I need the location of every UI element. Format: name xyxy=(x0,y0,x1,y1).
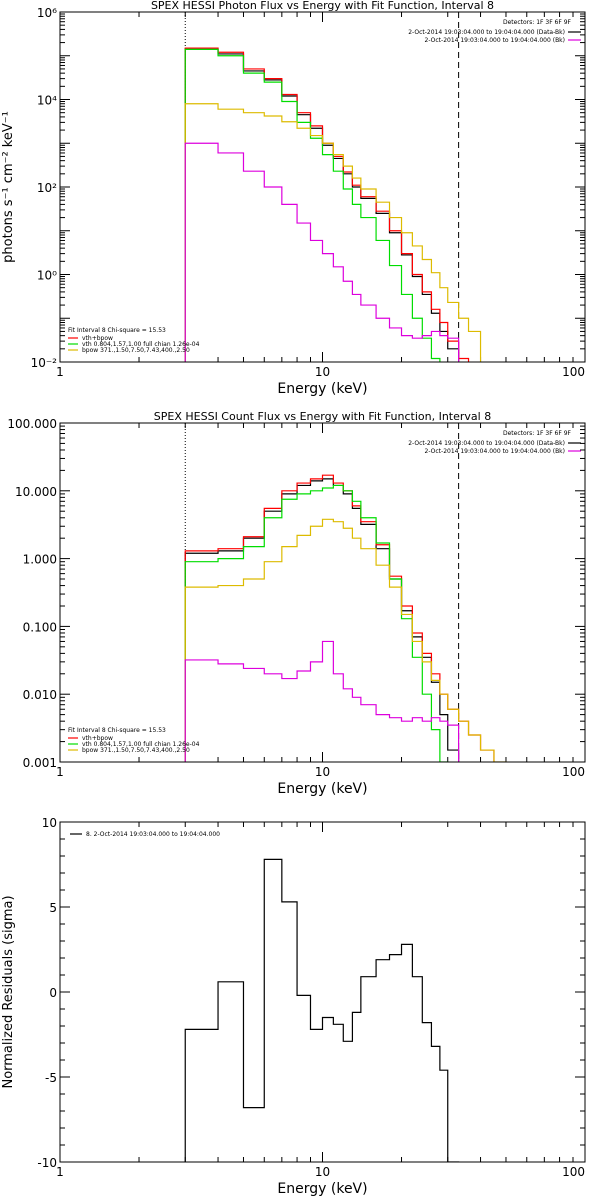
plot-frame xyxy=(59,11,586,363)
legend-entry: 2-Oct-2014 19:03:04.000 to 19:04:04.000 … xyxy=(425,37,566,44)
y-tick-label: 10⁰ xyxy=(37,269,57,283)
legend-entry: vth 0.804,1.57,1.00 full chian 1.26e-04 xyxy=(82,341,200,348)
series-line-bk xyxy=(184,640,460,762)
legend-header: Fit Interval 8 Chi-square = 15.53 xyxy=(68,327,166,334)
y-tick-label: 10.000 xyxy=(15,485,57,499)
legend-entry: bpow 371.,1.50,7.50,7.43,400.,2.50 xyxy=(82,347,190,354)
x-axis-label: Energy (keV) xyxy=(277,381,367,397)
x-tick-label: 100 xyxy=(562,365,585,379)
y-tick-label: 10⁴ xyxy=(37,94,57,108)
x-axis-label: Energy (keV) xyxy=(277,1181,367,1197)
series-group xyxy=(184,858,460,1162)
x-tick-label: 10 xyxy=(315,1165,330,1179)
y-tick-label: 100.000 xyxy=(7,417,57,431)
legend-top: 8. 2-Oct-2014 19:03:04.000 to 19:04:04.0… xyxy=(70,831,220,838)
series-line-bpow xyxy=(184,103,482,362)
legend-entry: vth 0.804,1.57,1.00 full chian 1.26e-04 xyxy=(82,741,200,748)
chart-title: SPEX HESSI Count Flux vs Energy with Fit… xyxy=(154,410,491,423)
series-line-residuals xyxy=(184,858,460,1162)
y-tick-label: -5 xyxy=(45,1071,57,1085)
legend-top: Detectors: 1F 3F 6F 9F 2-Oct-2014 19:03:0… xyxy=(408,19,581,44)
legend-header: Detectors: 1F 3F 6F 9F xyxy=(503,430,572,437)
series-line-bk xyxy=(184,142,460,362)
legend-top: Detectors: 1F 3F 6F 9F 2-Oct-2014 19:03:0… xyxy=(408,430,581,455)
legend-bottom: Fit Interval 8 Chi-square = 15.53vth+bpo… xyxy=(68,327,200,354)
y-tick-label: 10⁶ xyxy=(37,6,57,20)
legend-entry: 8. 2-Oct-2014 19:03:04.000 to 19:04:04.0… xyxy=(86,831,220,838)
series-line-vth xyxy=(184,48,441,362)
legend-entry: 2-Oct-2014 19:03:04.000 to 19:04:04.000 … xyxy=(408,29,565,36)
y-axis: 10⁻² 10⁰ 10² 10⁴ 10⁶ xyxy=(31,6,585,370)
y-tick-label: 5 xyxy=(49,901,57,915)
series-group xyxy=(184,474,507,762)
x-axis: 1 10 100 xyxy=(56,822,585,1179)
y-tick-label: 10² xyxy=(37,181,57,195)
y-tick-label: 0.100 xyxy=(23,620,57,634)
x-tick-label: 10 xyxy=(315,765,330,779)
chart-title: SPEX HESSI Photon Flux vs Energy with Fi… xyxy=(151,0,494,12)
x-axis-label: Energy (keV) xyxy=(277,781,367,797)
x-tick-label: 1 xyxy=(56,365,64,379)
series-line-bpow xyxy=(184,518,507,762)
x-tick-label: 100 xyxy=(562,1165,585,1179)
y-tick-label: 0.010 xyxy=(23,688,57,702)
series-line-data-bk xyxy=(184,48,460,362)
legend-entry: bpow 371.,1.50,7.50,7.43,400.,2.50 xyxy=(82,747,190,754)
series-group xyxy=(184,47,482,362)
chart-panel-3: 1 10 100 Energy (keV) -10 -5 0 5 10 Normalized Re… xyxy=(1,816,586,1197)
x-axis: 1 10 100 xyxy=(56,12,585,379)
legend-entry: 2-Oct-2014 19:03:04.000 to 19:04:04.000 … xyxy=(425,448,566,455)
chart-panel-2: SPEX HESSI Count Flux vs Energy with Fit… xyxy=(7,410,586,797)
x-tick-label: 10 xyxy=(315,365,330,379)
x-tick-label: 100 xyxy=(562,765,585,779)
y-tick-label: -10 xyxy=(37,1156,57,1170)
legend-entry: 2-Oct-2014 19:03:04.000 to 19:04:04.000 … xyxy=(408,440,565,447)
y-axis-label: Normalized Residuals (sigma) xyxy=(1,895,16,1088)
legend-entry: vth+bpow xyxy=(82,735,113,742)
x-tick-label: 1 xyxy=(56,765,64,779)
y-tick-label: 0.001 xyxy=(23,756,57,770)
legend-bottom: Fit Interval 8 Chi-square = 15.53vth+bpo… xyxy=(68,727,200,754)
y-tick-label: 10⁻² xyxy=(31,356,58,370)
y-tick-label: 1.000 xyxy=(23,553,57,567)
chart-panel-1: SPEX HESSI Photon Flux vs Energy with Fi… xyxy=(1,0,586,397)
legend-header: Fit Interval 8 Chi-square = 15.53 xyxy=(68,727,166,734)
series-line-vth-bpow xyxy=(184,47,470,362)
y-tick-label: 10 xyxy=(42,816,57,830)
y-axis-label: photons s⁻¹ cm⁻² keV⁻¹ xyxy=(1,111,16,263)
legend-entry: vth+bpow xyxy=(82,335,113,342)
plot-frame xyxy=(59,422,586,763)
series-line-vth xyxy=(184,484,449,762)
x-axis: 1 10 100 xyxy=(56,423,585,779)
x-tick-label: 1 xyxy=(56,1165,64,1179)
y-axis: 0.001 0.010 0.100 1.000 10.000 100.000 xyxy=(7,417,585,770)
legend-header: Detectors: 1F 3F 6F 9F xyxy=(503,19,572,26)
y-axis: -10 -5 0 5 10 xyxy=(37,816,585,1170)
y-tick-label: 0 xyxy=(49,986,57,1000)
plot-frame xyxy=(59,821,586,1163)
